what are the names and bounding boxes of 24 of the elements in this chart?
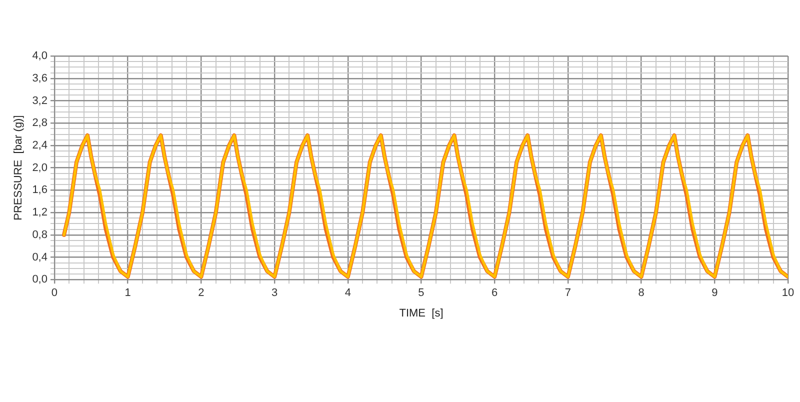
y-axis-title: PRESSURE [bar (g)] <box>12 115 25 220</box>
x-tick-label: 0 <box>51 287 58 300</box>
x-tick-label: 1 <box>124 287 131 300</box>
y-tick-label: 0,8 <box>32 228 48 241</box>
x-tick-label: 9 <box>712 287 718 300</box>
y-tick-label: 0,0 <box>32 274 48 286</box>
x-tick-label: 2 <box>198 287 204 300</box>
y-tick-label: 3,2 <box>32 94 48 107</box>
y-tick-label: 2,0 <box>32 162 48 174</box>
x-tick-label: 3 <box>271 287 278 300</box>
y-tick-label: 2,4 <box>32 139 48 152</box>
y-tick-label: 2,8 <box>32 117 48 130</box>
x-tick-label: 6 <box>492 287 498 300</box>
y-tick-label: 0,4 <box>32 251 48 264</box>
x-tick-label: 5 <box>418 287 424 300</box>
x-axis-title: TIME [s] <box>399 307 444 320</box>
y-tick-label: 4,0 <box>32 50 48 62</box>
x-tick-label: 4 <box>344 287 351 300</box>
y-tick-label: 3,6 <box>32 72 48 84</box>
y-tick-label: 1,2 <box>32 206 48 219</box>
x-tick-label: 8 <box>638 287 644 300</box>
y-tick-label: 1,6 <box>32 184 48 196</box>
x-tick-label: 10 <box>782 287 794 300</box>
x-tick-label: 7 <box>564 287 572 300</box>
